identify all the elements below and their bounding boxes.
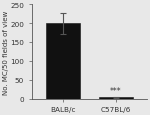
Text: ***: *** [110,86,122,95]
Bar [46,24,80,99]
Y-axis label: No. MC/50 fields of view: No. MC/50 fields of view [3,10,9,94]
Bar [99,98,133,99]
